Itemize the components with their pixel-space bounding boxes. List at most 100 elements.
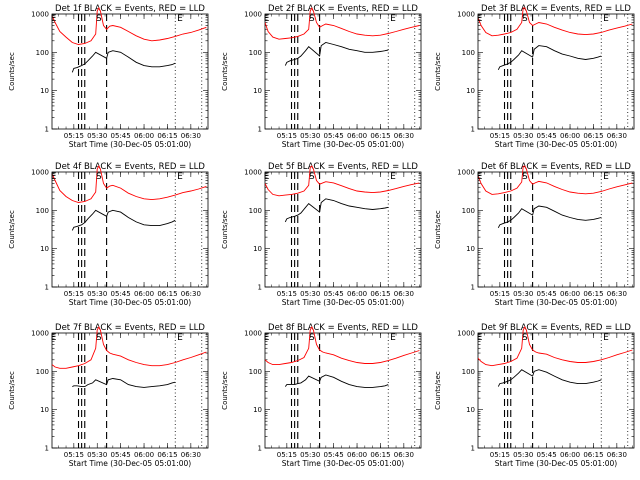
plot-frame <box>51 332 209 449</box>
series-events-line <box>284 374 389 388</box>
flag-marker-e: E <box>603 172 609 182</box>
y-tick-label: 10 <box>466 245 475 253</box>
y-tick-label: 1 <box>258 445 262 453</box>
series-lld-line <box>52 165 207 203</box>
series-lld-line <box>265 326 420 366</box>
plot-frame <box>264 171 422 288</box>
flag-marker-s: S <box>522 333 528 343</box>
plot-frame <box>264 13 422 130</box>
x-tick-label: 05:15 <box>64 132 84 140</box>
plot-frame <box>51 171 209 288</box>
series-events-line <box>71 209 176 231</box>
panel-title: Det 5f BLACK = Events, RED = LLD <box>268 162 418 172</box>
y-tick-label: 10 <box>40 245 49 253</box>
y-tick-label: 10 <box>40 87 49 95</box>
x-tick-label: 06:15 <box>157 132 177 140</box>
flag-marker-e: E <box>603 333 609 343</box>
y-axis-label: Counts/sec <box>434 52 442 91</box>
y-tick-label: 10 <box>466 406 475 414</box>
x-tick-label: 05:15 <box>64 451 84 459</box>
y-axis-label: Counts/sec <box>221 371 229 410</box>
flag-marker-e: E <box>51 14 57 24</box>
x-tick-label: 05:30 <box>300 132 320 140</box>
x-tick-label: 06:30 <box>394 451 414 459</box>
x-tick-label: 06:00 <box>134 132 154 140</box>
panel-title: Det 6f BLACK = Events, RED = LLD <box>481 162 631 172</box>
flag-marker-e: E <box>51 172 57 182</box>
x-tick-label: 06:00 <box>347 451 367 459</box>
y-tick-label: 10 <box>40 406 49 414</box>
flag-marker-e: E <box>177 333 183 343</box>
x-axis-label: Start Time (30-Dec-05 05:01:00) <box>495 459 617 468</box>
plot-frame <box>264 332 422 449</box>
x-tick-label: 06:00 <box>560 451 580 459</box>
x-tick-label: 06:15 <box>583 132 603 140</box>
series-lld-line <box>478 7 633 37</box>
x-tick-label: 06:00 <box>560 132 580 140</box>
y-tick-label: 10 <box>466 87 475 95</box>
y-tick-label: 100 <box>249 207 262 215</box>
y-tick-label: 100 <box>462 49 475 57</box>
y-axis-label: Counts/sec <box>8 371 16 410</box>
x-tick-label: 05:45 <box>537 451 557 459</box>
y-axis-label: Counts/sec <box>8 210 16 249</box>
y-tick-label: 1 <box>471 126 475 134</box>
y-tick-label: 1000 <box>31 169 49 177</box>
panel-title: Det 2f BLACK = Events, RED = LLD <box>268 4 418 14</box>
flag-marker-s: S <box>522 172 528 182</box>
panel-det-5: Det 5f BLACK = Events, RED = LLD 1 10 100 10… <box>221 162 422 307</box>
x-tick-label: 05:45 <box>111 451 131 459</box>
y-tick-label: 100 <box>36 368 49 376</box>
panel-title: Det 7f BLACK = Events, RED = LLD <box>55 323 205 333</box>
x-tick-label: 06:00 <box>347 290 367 298</box>
x-tick-label: 06:00 <box>347 132 367 140</box>
x-tick-label: 06:30 <box>181 132 201 140</box>
flag-marker-e: E <box>264 333 270 343</box>
x-tick-label: 06:15 <box>583 451 603 459</box>
panel-det-8: Det 8f BLACK = Events, RED = LLD 1 10 100 10… <box>221 323 422 468</box>
x-tick-label: 05:15 <box>64 290 84 298</box>
series-lld-line <box>265 165 420 197</box>
x-tick-label: 05:15 <box>277 132 297 140</box>
flag-marker-s: S <box>96 333 102 343</box>
x-tick-label: 06:30 <box>394 132 414 140</box>
flag-marker-s: S <box>309 172 315 182</box>
y-tick-label: 10 <box>253 245 262 253</box>
plot-frame <box>477 332 635 449</box>
series-events-line <box>284 42 389 66</box>
flag-marker-e: E <box>177 172 183 182</box>
panel-det-2: Det 2f BLACK = Events, RED = LLD 1 10 100 10… <box>221 4 422 149</box>
x-axis-label: Start Time (30-Dec-05 05:01:00) <box>69 298 191 307</box>
x-tick-label: 06:30 <box>607 451 627 459</box>
x-tick-label: 05:30 <box>300 451 320 459</box>
x-tick-label: 05:45 <box>111 132 131 140</box>
y-tick-label: 1 <box>45 445 49 453</box>
x-tick-label: 06:15 <box>370 451 390 459</box>
x-tick-label: 05:45 <box>324 132 344 140</box>
y-tick-label: 1000 <box>244 330 262 338</box>
x-tick-label: 05:15 <box>277 290 297 298</box>
flag-marker-e: E <box>264 14 270 24</box>
x-tick-label: 06:00 <box>134 451 154 459</box>
x-tick-label: 05:30 <box>513 290 533 298</box>
x-tick-label: 06:15 <box>157 451 177 459</box>
x-tick-label: 06:30 <box>181 451 201 459</box>
x-tick-label: 05:30 <box>513 451 533 459</box>
x-axis-label: Start Time (30-Dec-05 05:01:00) <box>282 459 404 468</box>
panel-det-6: Det 6f BLACK = Events, RED = LLD 1 10 100 10… <box>434 162 635 307</box>
series-lld-line <box>52 326 207 369</box>
flag-marker-e: E <box>477 333 483 343</box>
plot-frame <box>51 13 209 130</box>
x-tick-label: 05:30 <box>300 290 320 298</box>
x-tick-label: 06:30 <box>181 290 201 298</box>
flag-marker-s: S <box>96 14 102 24</box>
y-tick-label: 10 <box>253 406 262 414</box>
x-tick-label: 06:30 <box>607 290 627 298</box>
series-events-line <box>71 50 176 73</box>
x-axis-label: Start Time (30-Dec-05 05:01:00) <box>282 298 404 307</box>
plot-frame <box>477 171 635 288</box>
y-tick-label: 10 <box>253 87 262 95</box>
y-tick-label: 1 <box>258 126 262 134</box>
series-lld-line <box>478 165 633 195</box>
y-tick-label: 1000 <box>31 11 49 19</box>
